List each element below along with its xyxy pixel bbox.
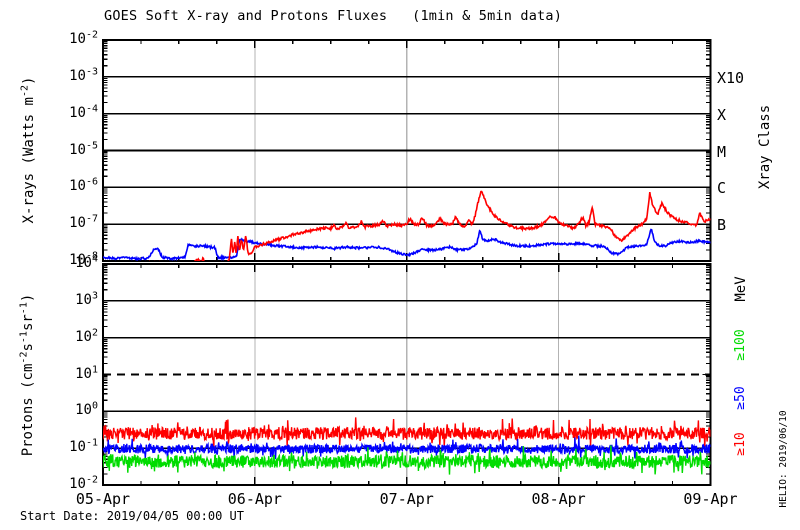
proton-axis-title: Protons (cm-2s-1sr-1) <box>18 293 36 457</box>
protons-frame <box>102 263 712 486</box>
x-tick-label: 07-Apr <box>379 490 434 508</box>
y-tick-label: 102 <box>75 327 98 345</box>
y-tick-label: 10-5 <box>69 139 98 158</box>
xray-class-axis-title: Xray Class <box>757 104 773 190</box>
x-tick-label: 06-Apr <box>227 490 282 508</box>
y-tick-label: 10-1 <box>69 437 98 456</box>
y-tick-label: 100 <box>75 400 98 419</box>
y-tick-label: 101 <box>75 363 98 382</box>
xray-class-label: B <box>717 216 727 235</box>
xray-curves <box>103 190 711 261</box>
protons-ge100MeV-curve <box>103 445 711 475</box>
protons-ge10MeV-curve <box>103 417 711 449</box>
y-tick-label: 10-2 <box>69 474 98 492</box>
protons-ge50MeV-curve <box>103 435 711 460</box>
y-tick-label: 10-8 <box>69 250 98 268</box>
xray-frame <box>102 39 712 262</box>
xray-class-label: X <box>717 105 727 124</box>
chart-title: GOES Soft X-ray and Protons Fluxes (1min… <box>104 8 563 24</box>
mev-axis-title: MeV <box>733 276 749 302</box>
xray-panel <box>102 39 712 262</box>
y-tick-label: 10-6 <box>69 176 98 195</box>
xray-class-label: C <box>717 179 727 198</box>
xray-short-wave-curve <box>103 228 711 261</box>
y-tick-label: 104 <box>75 253 98 271</box>
xray-axis-title: X-rays (Watts m-2) <box>19 76 37 224</box>
x-tick-label: 09-Apr <box>683 490 738 508</box>
mev-threshold-label: ≥10 <box>733 432 748 456</box>
xray-class-label: X10 <box>717 68 745 87</box>
helio-watermark: HELIO: 2019/06/10 <box>778 410 789 508</box>
y-tick-label: 10-4 <box>69 103 98 121</box>
y-tick-label: 10-3 <box>69 66 98 84</box>
protons-curves <box>103 417 711 475</box>
x-tick-label: 08-Apr <box>531 490 586 508</box>
x-tick-label: 05-Apr <box>75 490 131 508</box>
y-tick-label: 103 <box>75 290 98 308</box>
xray-long-wave-curve <box>149 190 711 261</box>
y-tick-label: 10-2 <box>69 29 98 47</box>
y-tick-label: 10-7 <box>69 213 98 232</box>
start-date-label: Start Date: 2019/04/05 00:00 UT <box>20 509 244 523</box>
xray-class-label: M <box>717 142 727 161</box>
